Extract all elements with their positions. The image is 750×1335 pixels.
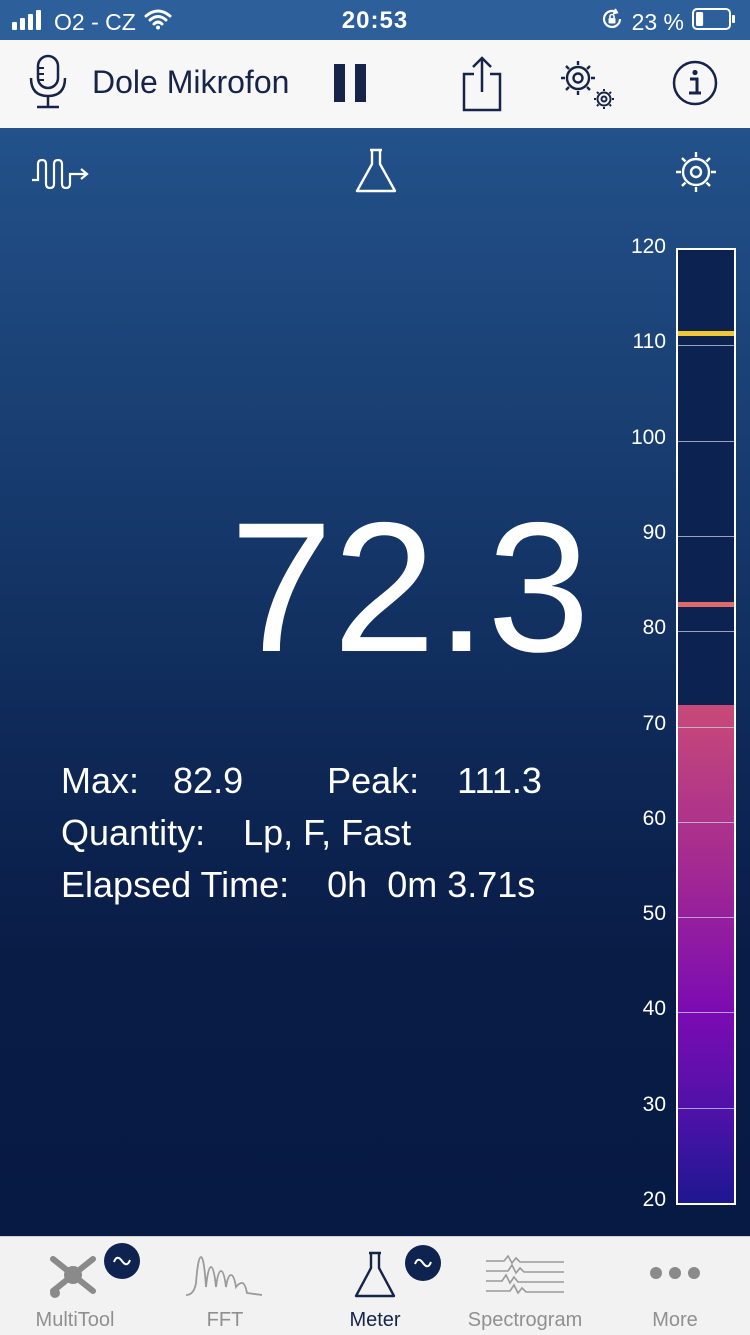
- meter-signal-badge-icon: [405, 1245, 441, 1281]
- scale-label: 70: [642, 711, 666, 735]
- spectrogram-icon: [484, 1253, 566, 1302]
- scale-gridline: [678, 726, 734, 728]
- fft-icon: [184, 1253, 264, 1302]
- peak-value: 111.3: [457, 760, 542, 801]
- scale-label: 60: [642, 806, 666, 830]
- scale-label: 40: [642, 997, 666, 1021]
- scale-label: 120: [630, 235, 666, 258]
- level-fill: [678, 704, 734, 1203]
- scale-gridline: [678, 440, 734, 442]
- elapsed-label: Elapsed Time:: [61, 864, 290, 905]
- level-bar: [676, 248, 736, 1205]
- scale-gridline: [678, 1107, 734, 1109]
- meter-panel: 72.3 Max: 82.9 Peak: 111.3 Quantity: Lp, F, …: [0, 128, 750, 1236]
- tab-multitool[interactable]: MultiTool: [0, 1237, 150, 1335]
- multitool-icon: [47, 1251, 99, 1304]
- elapsed-row: Elapsed Time: 0h 0m 3.71s: [21, 822, 535, 948]
- max-label: Max:: [61, 760, 140, 801]
- signal-badge-icon: [104, 1243, 140, 1279]
- meter-flask-icon: [353, 1251, 397, 1304]
- scale-gridline: [678, 917, 734, 919]
- flask-icon[interactable]: [354, 148, 398, 199]
- battery-percent: 23 %: [631, 8, 684, 35]
- scale-label: 90: [642, 520, 666, 544]
- current-level-value: 72.3: [229, 485, 590, 691]
- top-toolbar: Dole Mikrofon: [0, 40, 750, 129]
- scale-label: 100: [630, 425, 666, 449]
- info-icon[interactable]: [672, 60, 718, 111]
- peak-marker: [678, 330, 734, 336]
- input-source-title[interactable]: Dole Mikrofon: [92, 64, 290, 100]
- tab-more-label: More: [652, 1309, 698, 1331]
- scale-label: 30: [642, 1092, 666, 1116]
- meter-settings-icon[interactable]: [672, 148, 720, 201]
- tab-spectrogram-label: Spectrogram: [467, 1309, 583, 1331]
- elapsed-value: 0h 0m 3.71s: [327, 864, 536, 905]
- scale-label: 110: [632, 330, 666, 354]
- more-dots-icon: [648, 1265, 702, 1286]
- tab-meter-label: Meter: [349, 1309, 401, 1331]
- settings-icon[interactable]: [556, 56, 618, 119]
- clock: 20:53: [341, 7, 409, 34]
- battery-icon: [692, 8, 736, 36]
- tab-multitool-label: MultiTool: [35, 1309, 115, 1331]
- tab-more[interactable]: More: [600, 1237, 750, 1335]
- carrier-label: O2 - CZ: [54, 8, 136, 35]
- peak-label: Peak:: [327, 760, 420, 801]
- tab-spectrogram[interactable]: Spectrogram: [450, 1237, 600, 1335]
- tab-fft[interactable]: FFT: [150, 1237, 300, 1335]
- scale-gridline: [678, 1012, 734, 1014]
- scale-label: 80: [642, 616, 666, 640]
- wifi-icon: [144, 8, 172, 36]
- pause-button[interactable]: [334, 64, 368, 109]
- max-value: 82.9: [173, 760, 244, 801]
- scale-gridline: [678, 821, 734, 823]
- max-peak-row: Max: 82.9 Peak: 111.3: [21, 718, 542, 844]
- rotation-lock-icon: [600, 7, 624, 37]
- scale-gridline: [678, 535, 734, 537]
- scale-label: 20: [642, 1188, 666, 1211]
- scale-gridline: [678, 345, 734, 347]
- microphone-icon[interactable]: [28, 54, 68, 117]
- signal-icon: [12, 9, 46, 36]
- tab-meter[interactable]: Meter: [300, 1237, 450, 1335]
- quantity-label: Quantity:: [61, 812, 206, 853]
- scale-label: 50: [642, 902, 666, 926]
- scale-gridline: [678, 631, 734, 633]
- waveform-arrow-icon[interactable]: [30, 158, 90, 195]
- tab-bar: MultiTool FFT Meter: [0, 1236, 750, 1335]
- quantity-value: Lp, F, Fast: [243, 812, 412, 853]
- quantity-row: Quantity: Lp, F, Fast: [21, 770, 411, 896]
- status-bar: O2 - CZ 20:53 23 %: [0, 0, 750, 40]
- max-marker: [678, 601, 734, 607]
- share-icon[interactable]: [460, 56, 504, 117]
- tab-fft-label: FFT: [206, 1309, 244, 1331]
